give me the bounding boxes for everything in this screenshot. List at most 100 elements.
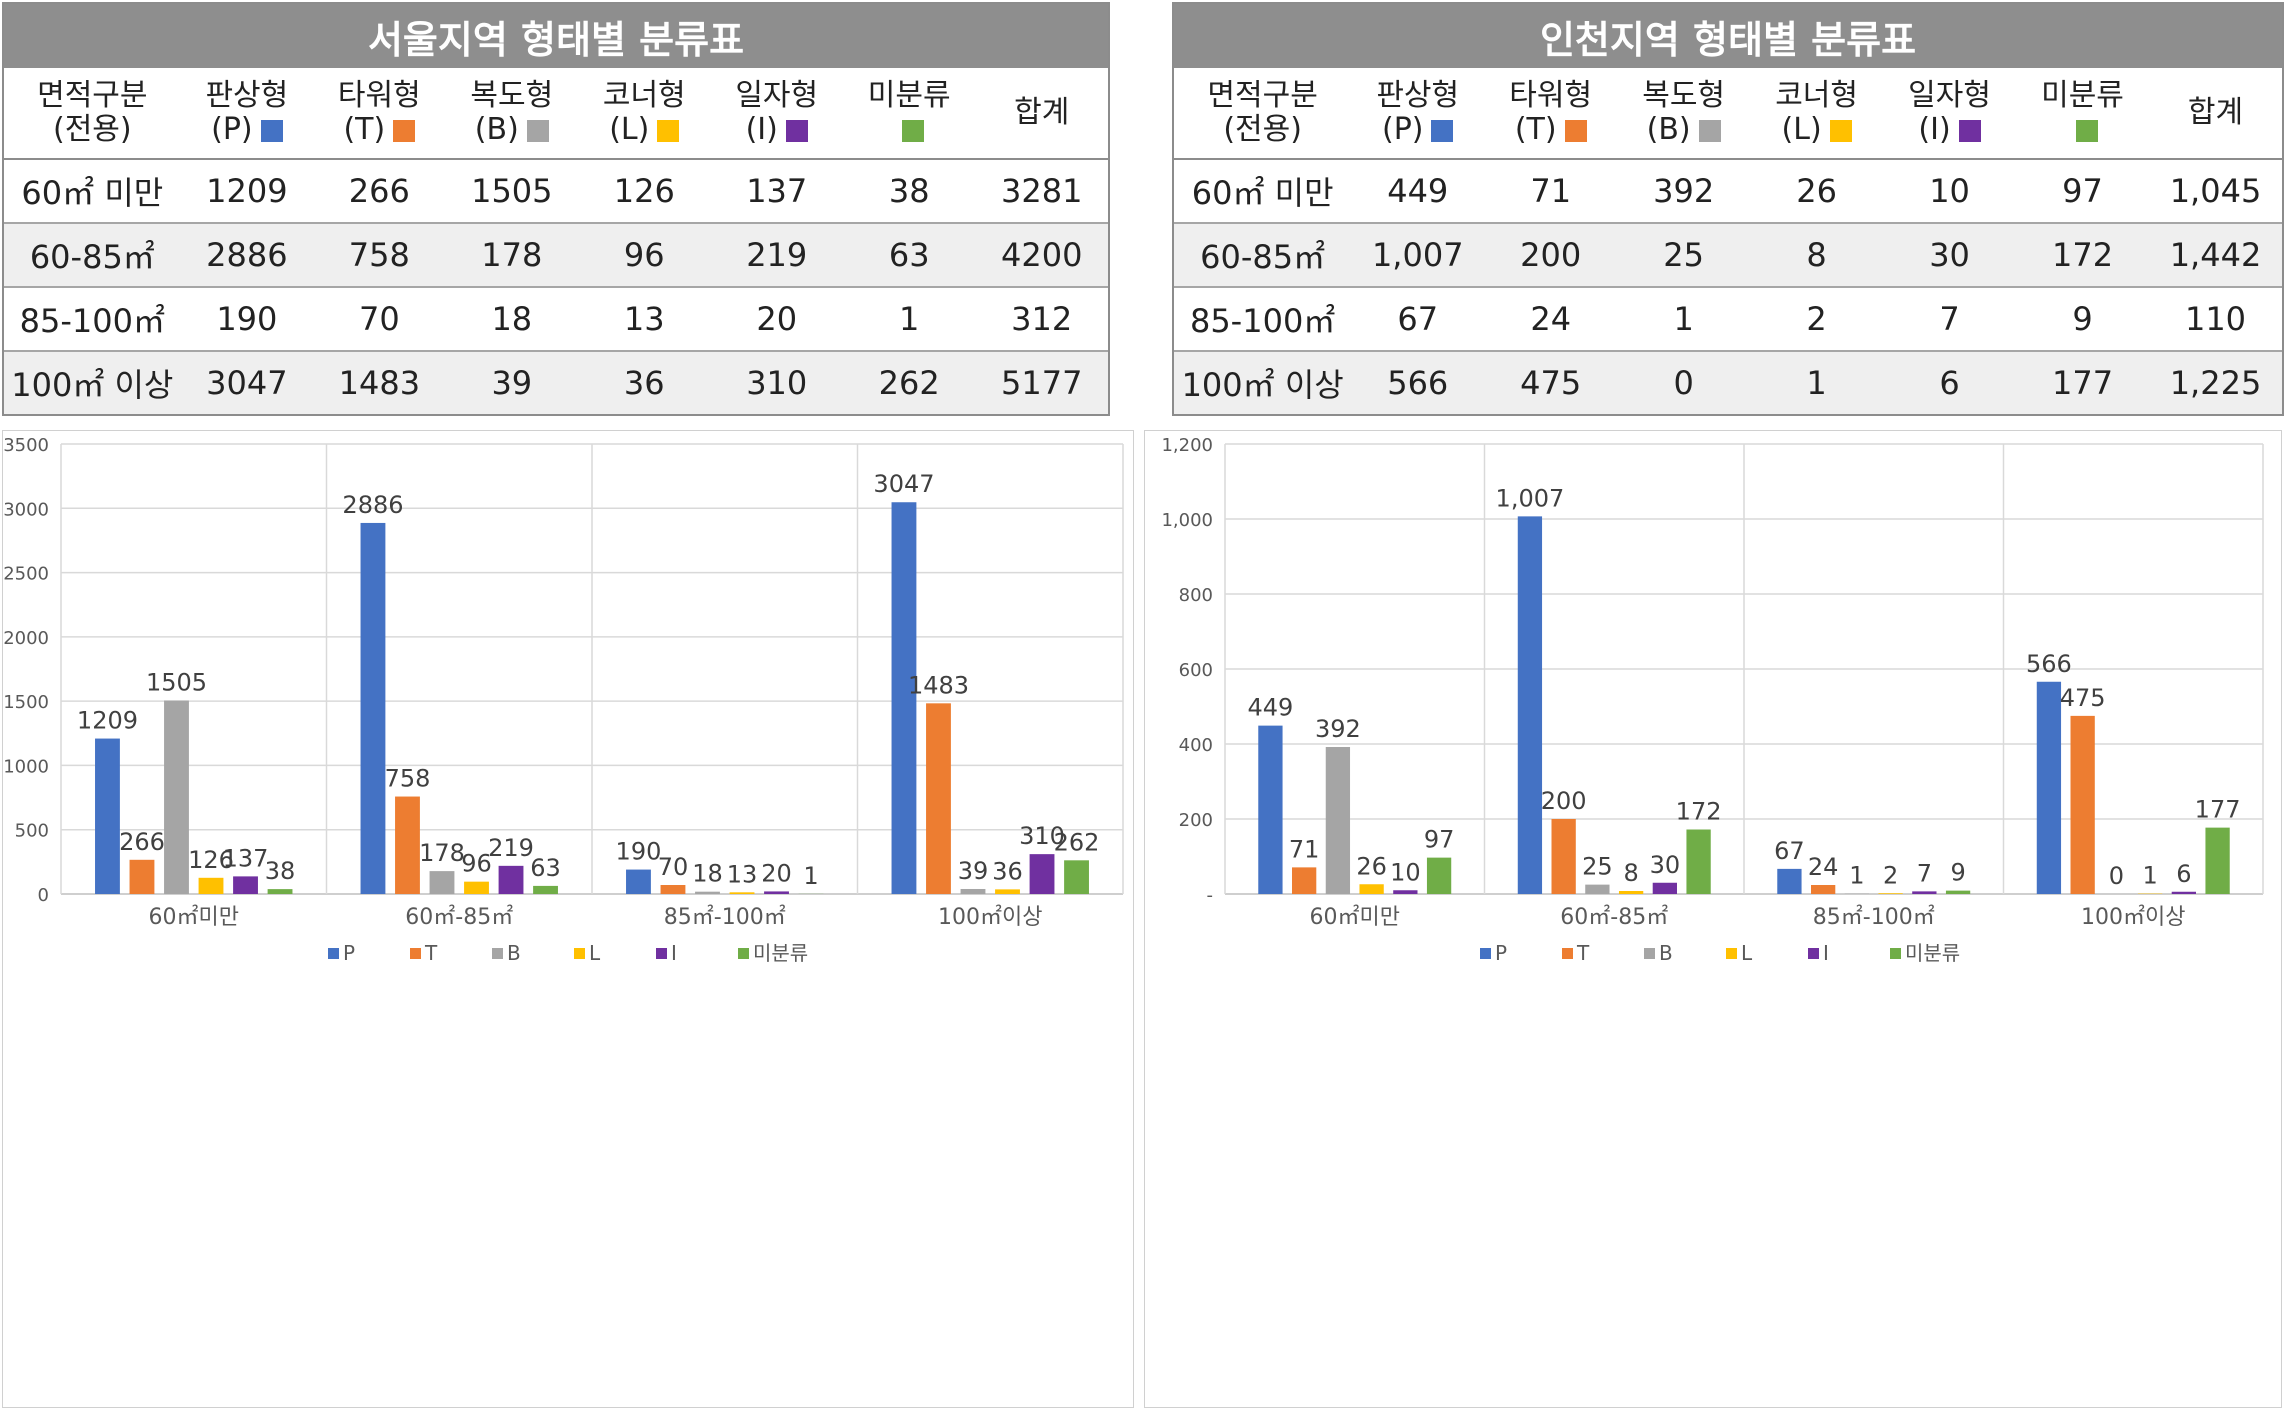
legend-swatch [1431,120,1454,142]
bar [764,891,789,894]
area-cell: 85-100㎡ [1174,287,1352,352]
value-cell: 96 [578,223,711,288]
data-label: 1209 [77,707,138,735]
bar [129,859,155,894]
y-tick-label: 2000 [3,628,49,649]
header-sublabel-line: (T) [1484,113,1617,147]
legend-swatch [738,948,749,959]
bar [1652,882,1677,894]
legend-label: T [424,941,438,965]
data-label: 310 [1019,822,1065,850]
legend-swatch [657,120,680,142]
data-label: 10 [1390,858,1421,886]
legend-swatch [1644,948,1655,959]
header-sublabel: (I) [1918,112,1951,147]
header-label: 면적구분 [1207,78,1318,113]
header-cell: 미분류 [842,68,976,160]
header-sublabel-line [2016,113,2149,147]
header-sublabel-line: (L) [1750,113,1883,147]
area-cell: 60-85㎡ [1174,223,1352,288]
table-row: 60-85㎡ 1,007 200 25 8 30 172 1,442 [1174,223,2282,288]
header-cell: 일자형 (I) [1883,68,2017,160]
data-label: 63 [530,854,561,882]
table-row: 60㎡ 미만 449 71 392 26 10 97 1,045 [1174,159,2282,224]
data-label: 177 [2195,796,2241,824]
data-label: 449 [1248,694,1294,722]
header-label: 판상형 [1376,78,1460,113]
header-sublabel-line: (I) [1883,113,2016,147]
bar [960,888,986,894]
legend-swatch [260,120,283,142]
header-label: 미분류 [2041,78,2124,113]
bar [695,891,720,894]
y-tick-label: 3500 [3,435,49,456]
bar [267,889,293,894]
header-cell: 타워형 (T) [313,68,446,160]
value-cell: 39 [445,351,579,414]
header-label: 타워형 [337,78,421,113]
y-tick-label: 3000 [3,499,49,520]
bar [1551,819,1576,894]
legend-swatch [1564,120,1587,142]
header-cell: 복도형 (B) [1617,68,1751,160]
bar [626,869,651,894]
bar [1777,868,1802,894]
header-cell: 미분류 [2016,68,2149,160]
header-cell: 판상형 (P) [1351,68,1485,160]
header-cell: 타워형 (T) [1484,68,1618,160]
header-sublabel: (L) [609,112,650,147]
header-sublabel-line: (T) [313,113,445,147]
header-sublabel: (T) [1514,112,1557,147]
x-tick-label: 85㎡-100㎡ [664,904,786,930]
header-cell: 합계 [2148,68,2282,160]
data-label: 1,007 [1496,484,1565,512]
data-label: 7 [1917,859,1932,887]
value-cell: 200 [1484,223,1618,288]
area-cell: 85-100㎡ [4,287,181,352]
header-label: 미분류 [867,78,951,113]
bar [1292,867,1317,894]
legend-label: L [1741,941,1753,965]
data-label: 126 [188,846,234,874]
value-cell: 190 [180,287,314,352]
x-tick-label: 60㎡미만 [149,904,239,930]
data-label: 1505 [146,669,207,697]
legend-swatch [526,120,549,142]
header-cell: 면적구분 (전용) [4,68,181,160]
y-tick-label: 800 [1179,585,1213,606]
x-tick-label: 100㎡이상 [938,904,1042,930]
legend-label: B [1659,941,1673,965]
data-label: 13 [727,860,758,888]
legend-swatch [492,948,503,959]
header-cell: 코너형 (L) [578,68,711,160]
x-tick-label: 60㎡미만 [1310,904,1400,930]
data-label: 475 [2060,684,2106,712]
header-sublabel-line: (L) [578,113,710,147]
legend-label: 미분류 [1905,941,1960,965]
seoul-table-panel: 서울지역 형태별 분류표 면적구분 (전용) 판상형 (P) 타워형 (T) 복도형 (B) 코… [2,2,1110,416]
bar [1618,891,1644,894]
bar [464,881,489,894]
data-label: 9 [1950,859,1965,887]
value-cell: 30 [1883,223,2017,288]
bar [1064,860,1089,894]
header-cell: 복도형 (B) [445,68,579,160]
bar [95,738,120,894]
legend-swatch [1958,120,1981,142]
seoul-chart-svg: 0 500 1000 1500 2000 2500 3000 3500 1209 266 1505 1… [3,435,1124,965]
header-sublabel: (B) [474,112,519,147]
incheon-table-title: 인천지역 형태별 분류표 [1174,4,2282,68]
bar [233,876,258,894]
data-label: 758 [385,765,431,793]
value-cell: 13 [578,287,711,352]
value-cell: 1,045 [2148,159,2282,224]
y-tick-label: 1500 [3,692,49,713]
data-label: 2886 [342,491,403,519]
data-label: 67 [1774,837,1805,865]
bar [1945,890,1971,894]
header-sublabel: (T) [343,112,386,147]
value-cell: 266 [313,159,446,224]
seoul-bar-chart: 0 500 1000 1500 2000 2500 3000 3500 1209 266 1505 1… [2,430,1134,1408]
legend-label: 미분류 [753,941,808,965]
data-label: 20 [761,859,792,887]
